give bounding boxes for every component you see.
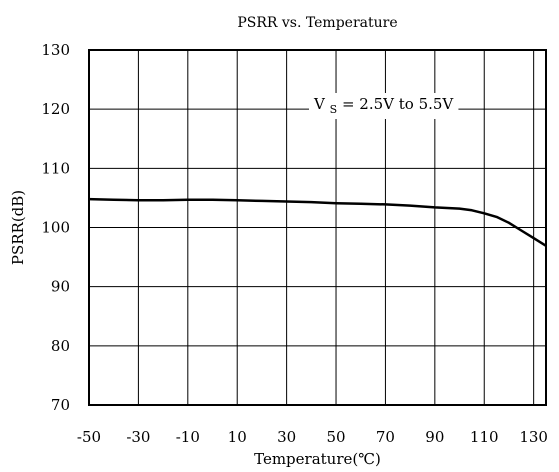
x-tick-label: 30 — [277, 428, 296, 446]
annotation-subscript: S — [330, 103, 338, 116]
x-tick-label: 10 — [228, 428, 247, 446]
x-tick-labels: -50 -30 -10 10 30 50 70 90 110 130 — [77, 428, 548, 446]
x-tick-label: 90 — [425, 428, 444, 446]
x-tick-label: -30 — [126, 428, 150, 446]
y-tick-label: 100 — [41, 219, 70, 237]
x-tick-label: 70 — [376, 428, 395, 446]
x-axis-label: Temperature(℃) — [254, 450, 381, 468]
annotation-background — [309, 93, 459, 119]
y-tick-label: 110 — [41, 159, 70, 177]
plot-frame — [88, 49, 547, 406]
x-tick-label: 50 — [326, 428, 345, 446]
y-tick-label: 130 — [41, 41, 70, 59]
supply-voltage-annotation: V S = 2.5V to 5.5V — [313, 95, 454, 117]
x-tick-label: -10 — [176, 428, 200, 446]
x-tick-label: -50 — [77, 428, 101, 446]
annotation-text: = 2.5V to 5.5V — [342, 95, 454, 113]
x-tick-label: 130 — [519, 428, 548, 446]
data-series-group — [88, 197, 547, 247]
annotation-var: V — [313, 95, 326, 113]
y-tick-labels: 70 80 90 100 110 120 130 — [41, 41, 70, 414]
chart-title: PSRR vs. Temperature — [237, 15, 397, 31]
x-tick-label: 110 — [470, 428, 499, 446]
y-tick-label: 120 — [41, 100, 70, 118]
y-tick-label: 90 — [51, 278, 70, 296]
y-tick-label: 70 — [51, 396, 70, 414]
y-axis-label: PSRR(dB) — [9, 190, 27, 265]
y-tick-label: 80 — [51, 337, 70, 355]
psrr-series-line — [88, 197, 547, 247]
